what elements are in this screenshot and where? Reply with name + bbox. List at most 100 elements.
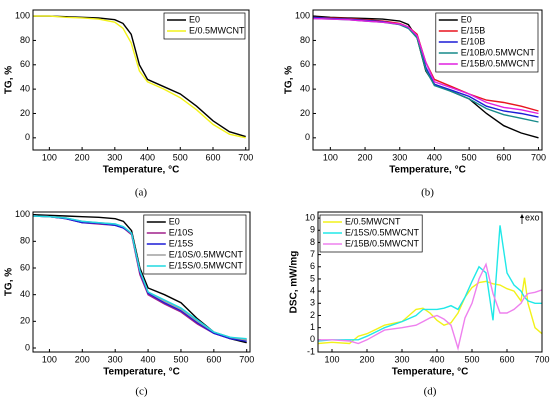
legend-text: E/15S/0.5MWCNT [169,260,244,270]
y-tick-label: 2 [310,310,315,320]
y-tick-label: 10 [305,212,315,222]
legend-box [319,214,423,253]
series-line [318,262,542,352]
x-tick-label: 300 [394,354,409,364]
x-tick-label: 700 [238,152,253,162]
y-tick-label: 40 [300,84,310,94]
x-tick-label: 400 [141,354,156,364]
legend-text: E0 [189,14,200,24]
y-tick-label: -1 [307,346,315,356]
y-tick-label: 9 [310,225,315,235]
y-tick-label: 40 [20,289,30,299]
y-tick-label: 0 [25,342,30,352]
y-axis-title: TG, % [284,66,295,94]
y-tick-label: 100 [15,209,30,219]
y-tick-label: 100 [15,10,30,20]
y-tick-label: 60 [20,59,30,69]
plot-frame [32,211,251,353]
annotation-arrowhead [520,214,524,218]
y-tick-label: 20 [300,108,310,118]
y-axis-title: DSC, mW/mg [289,251,300,314]
series-line [318,225,542,342]
legend-text: E/10B [461,36,486,46]
y-tick-label: 7 [310,249,315,259]
x-tick-label: 500 [173,354,188,364]
panel: 100 200 300 400 500 600 700 0 20 40 60 80 100 Tempera… [4,9,253,199]
legend-text: E0 [461,14,472,24]
y-tick-label: 100 [295,10,310,20]
y-axis-title: TG, % [4,66,15,94]
caption: (d) [424,386,437,398]
x-tick-label: 400 [140,152,155,162]
legend-text: E/10S [169,227,194,237]
x-tick-label: 300 [392,152,407,162]
y-tick-label: 20 [20,108,30,118]
y-tick-label: 4 [310,286,315,296]
annotation: exo [525,212,540,222]
legend-text: E/0.5MWCNT [189,25,245,35]
series-line [313,17,539,115]
caption: (b) [421,187,434,199]
x-axis-title: Temperature, °C [103,165,180,176]
legend-box [163,12,246,40]
y-axis-title: TG, % [4,268,15,296]
x-axis-title: Temperature, °C [389,165,466,176]
x-tick-label: 400 [429,354,444,364]
x-tick-label: 200 [75,354,90,364]
legend-text: E/15B/0.5MWCNT [345,238,420,248]
x-tick-label: 300 [107,152,122,162]
y-tick-label: 40 [20,84,30,94]
series-line [33,215,247,340]
legend-text: E/15B [461,25,486,35]
x-tick-label: 700 [534,354,549,364]
y-tick-label: 80 [20,35,30,45]
legend-text: E/10B/0.5MWCNT [461,47,536,57]
x-tick-label: 300 [108,354,123,364]
legend-text: E/0.5MWCNT [345,216,401,226]
x-tick-label: 700 [531,152,546,162]
x-tick-label: 100 [42,354,57,364]
series-line [318,277,542,345]
x-tick-label: 100 [324,354,339,364]
y-tick-label: 8 [310,237,315,247]
x-tick-label: 400 [427,152,442,162]
panel: 100 200 300 400 500 600 700 0 20 40 60 80 100 Tempera… [4,209,255,397]
legend-text: E/15S [169,238,194,248]
x-tick-label: 200 [358,152,373,162]
plot-frame [317,211,543,353]
x-tick-label: 600 [206,354,221,364]
x-tick-label: 700 [239,354,254,364]
x-tick-label: 100 [323,152,338,162]
x-tick-label: 600 [205,152,220,162]
y-tick-label: 5 [310,273,315,283]
y-tick-label: 1 [310,322,315,332]
y-tick-label: 20 [20,316,30,326]
y-tick-label: 80 [300,35,310,45]
legend-text: E0 [169,216,180,226]
x-axis-title: Temperature, °C [392,367,469,378]
x-axis-title: Temperature, °C [103,367,180,378]
caption: (a) [135,187,148,199]
y-tick-label: 60 [300,59,310,69]
plot-frame [32,9,250,151]
legend-text: E/15S/0.5MWCNT [345,227,420,237]
x-tick-label: 200 [75,152,90,162]
x-tick-label: 500 [462,152,477,162]
y-tick-label: 0 [305,132,310,142]
legend-text: E/10S/0.5MWCNT [169,249,244,259]
y-tick-label: 60 [20,262,30,272]
y-tick-label: 0 [25,132,30,142]
x-tick-label: 100 [42,152,57,162]
x-tick-label: 600 [496,152,511,162]
y-tick-label: 0 [310,334,315,344]
x-tick-label: 500 [173,152,188,162]
y-tick-label: 3 [310,298,315,308]
panel: 100 200 300 400 500 600 700 -1 0 1 2 3 4 5 6 7 8 9 10 Tempe… [289,211,550,398]
plot-frame [312,9,543,151]
x-tick-label: 600 [499,354,514,364]
x-tick-label: 500 [464,354,479,364]
x-tick-label: 200 [359,354,374,364]
series-line [33,15,246,139]
y-tick-label: 6 [310,261,315,271]
